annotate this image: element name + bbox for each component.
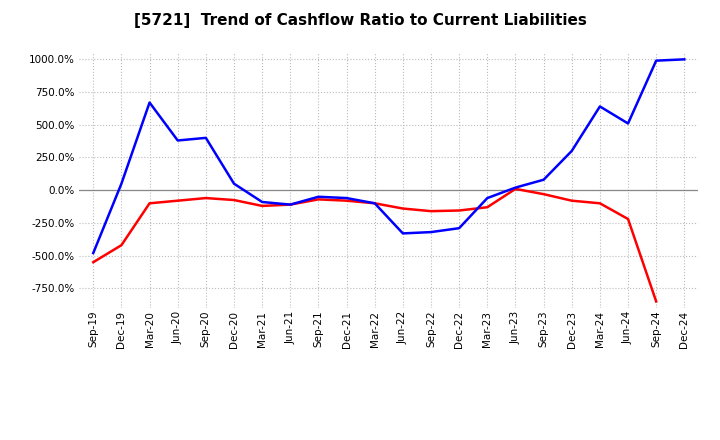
Text: [5721]  Trend of Cashflow Ratio to Current Liabilities: [5721] Trend of Cashflow Ratio to Curren… — [134, 13, 586, 28]
